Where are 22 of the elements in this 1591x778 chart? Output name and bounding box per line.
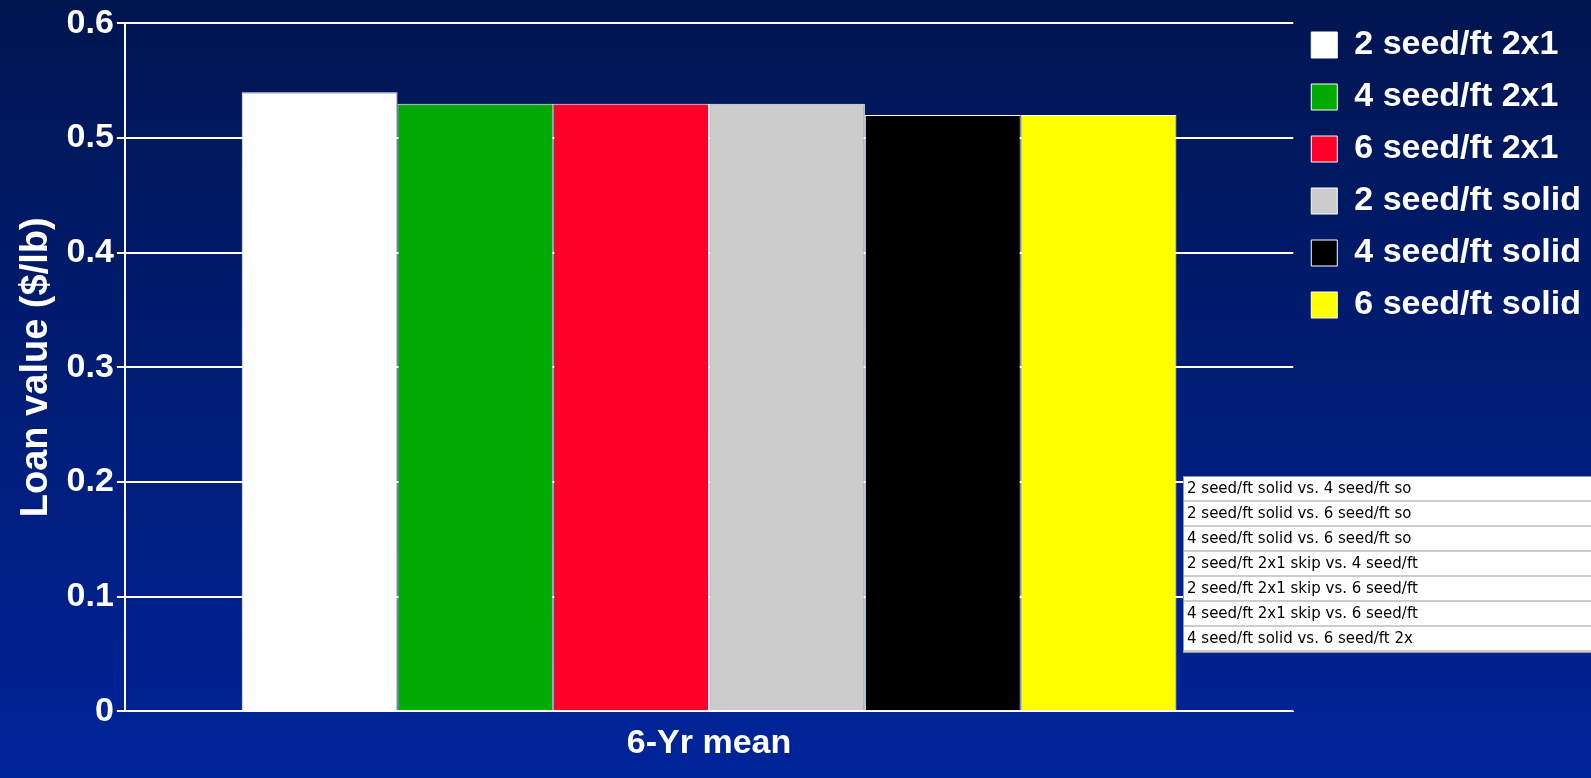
annotation: 2 seed/ft solid vs. 6 seed/ft so xyxy=(1184,502,1591,527)
y-tick-label: 0.6 xyxy=(66,1,114,40)
annotation: 2 seed/ft solid vs. 4 seed/ft so xyxy=(1184,477,1591,502)
x-axis-title: 6-Yr mean xyxy=(626,721,792,760)
annotation: 4 seed/ft 2x1 skip vs. 6 seed/ft xyxy=(1184,602,1591,627)
legend-label: 4 seed/ft solid xyxy=(1354,231,1582,270)
legend-label: 6 seed/ft solid xyxy=(1354,283,1582,322)
legend-label: 2 seed/ft solid xyxy=(1354,179,1582,218)
annotation: 4 seed/ft solid vs. 6 seed/ft so xyxy=(1184,527,1591,552)
y-axis-title: Loan value ($/lb) xyxy=(13,217,56,518)
annotation: 4 seed/ft solid vs. 6 seed/ft 2x xyxy=(1184,627,1591,652)
legend-label: 2 seed/ft 2x1 xyxy=(1354,23,1559,62)
legend-label: 4 seed/ft 2x1 xyxy=(1354,75,1559,114)
y-tick-label: 0.3 xyxy=(66,345,114,384)
y-tick-label: 0.2 xyxy=(66,460,114,499)
annotation: 2 seed/ft 2x1 skip vs. 4 seed/ft xyxy=(1184,552,1591,577)
legend-label: 6 seed/ft 2x1 xyxy=(1354,127,1559,166)
y-tick-label: 0.1 xyxy=(66,574,114,613)
y-tick-label: 0.4 xyxy=(66,231,114,270)
annotation: 2 seed/ft 2x1 skip vs. 6 seed/ft xyxy=(1184,577,1591,602)
y-tick-label: 0 xyxy=(94,689,114,728)
y-tick-label: 0.5 xyxy=(66,116,114,155)
